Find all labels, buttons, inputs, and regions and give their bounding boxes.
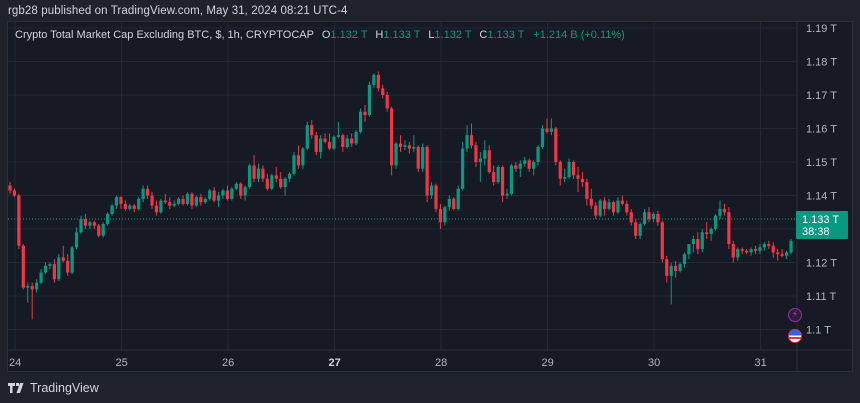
footer-brand[interactable]: TradingView	[8, 381, 99, 395]
y-axis-label: 1.11 T	[806, 291, 836, 303]
close-value: 1.133 T	[487, 29, 525, 41]
symbol-title[interactable]: Crypto Total Market Cap Excluding BTC, $…	[15, 29, 314, 41]
tradingview-logo-icon	[8, 383, 24, 393]
lightning-event-icon[interactable]: ⚡	[788, 308, 802, 322]
publisher-line: rgb28 published on TradingView.com, May …	[8, 5, 348, 17]
x-axis-label: 31	[755, 357, 767, 369]
x-axis-label: 29	[542, 357, 554, 369]
open-value: 1.132 T	[330, 29, 368, 41]
y-axis-label: 1.19 T	[806, 23, 837, 35]
low-label: L	[428, 29, 435, 41]
chart-legend: Crypto Total Market Cap Excluding BTC, $…	[15, 29, 625, 41]
us-flag-event-icon[interactable]	[788, 329, 802, 343]
current-price-tag: 1.133 T 38:38	[796, 211, 848, 239]
x-axis-label: 25	[116, 357, 128, 369]
y-axis-label: 1.15 T	[806, 157, 837, 169]
current-price: 1.133 T	[802, 214, 840, 226]
grid	[8, 22, 853, 372]
y-axis-label: 1.1 T	[806, 325, 831, 337]
high-label: H	[375, 29, 384, 41]
x-axis-label: 26	[222, 357, 234, 369]
y-axis-label: 1.17 T	[806, 90, 837, 102]
y-axis-label: 1.16 T	[806, 124, 837, 136]
close-label: C	[479, 29, 488, 41]
bar-countdown: 38:38	[802, 226, 830, 238]
candles	[8, 71, 793, 320]
open-label: O	[321, 29, 331, 41]
x-axis-label: 30	[648, 357, 660, 369]
x-axis-label: 27	[329, 357, 341, 369]
high-value: 1.133 T	[383, 29, 421, 41]
brand-name: TradingView	[30, 381, 99, 395]
y-axis-label: 1.18 T	[806, 57, 837, 69]
x-axis-label: 28	[435, 357, 447, 369]
x-axis-label: 24	[9, 357, 21, 369]
y-axis-label: 1.14 T	[806, 191, 837, 203]
change-value: +1.214 B (+0.11%)	[533, 29, 625, 41]
y-axis-label: 1.12 T	[806, 258, 837, 270]
low-value: 1.132 T	[434, 29, 472, 41]
